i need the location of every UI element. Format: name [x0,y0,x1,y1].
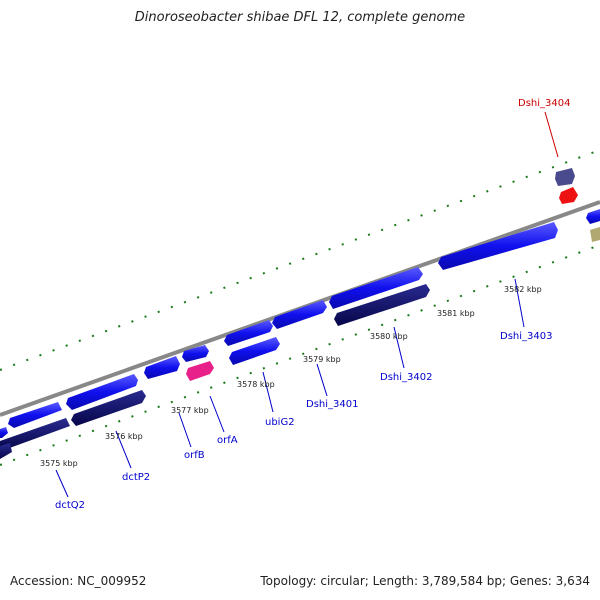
gene-forward[interactable] [66,374,138,410]
tick-label: 3581 kbp [437,309,475,318]
gene-reverse[interactable] [71,390,146,426]
gene-forward[interactable] [0,427,8,438]
outer-tick-ring [0,149,600,371]
tick-label: 3577 kbp [171,406,209,415]
gene-forward[interactable] [586,209,600,224]
gene-reverse[interactable] [0,418,70,450]
map-title: Dinoroseobacter shibae DFL 12, complete … [134,10,466,25]
gene-forward[interactable] [229,337,280,365]
gene-rna[interactable] [186,361,214,381]
tick-label: 3582 kbp [504,285,542,294]
tick-label: 3579 kbp [303,355,341,364]
gene-reverse[interactable] [334,284,430,326]
gene-labels: dctQ2 dctP2 orfB orfA ubiG2 Dshi_3401 Ds… [55,98,570,511]
tick-label: 3580 kbp [370,332,408,341]
forward-strand-genes [0,209,600,438]
tick-label: 3575 kbp [40,459,78,468]
gene-label-dshi-3401[interactable]: Dshi_3401 [306,399,358,410]
gene-forward[interactable] [329,267,423,309]
tick-label: 3578 kbp [237,380,275,389]
gene-forward[interactable] [438,222,558,270]
gene-forward[interactable] [224,320,273,346]
gene-label-dctp2[interactable]: dctP2 [122,472,150,483]
gene-highlight[interactable] [559,187,578,204]
tick-label: 3576 kbp [105,432,143,441]
gene-forward[interactable] [272,300,327,329]
gene-label-dshi-3403[interactable]: Dshi_3403 [500,331,552,342]
gene-label-orfa[interactable]: orfA [217,435,238,446]
coordinate-labels: 3575 kbp 3576 kbp 3577 kbp 3578 kbp 3579… [40,285,542,468]
gene-other[interactable] [555,168,575,186]
gene-label-dctq2[interactable]: dctQ2 [55,500,85,511]
genome-summary: Topology: circular; Length: 3,789,584 bp… [260,574,590,588]
gene-forward[interactable] [8,402,62,428]
inner-tick-ring [0,244,600,466]
label-leaders [55,111,559,498]
dshi-3404-genes [555,168,578,204]
gene-label-dshi-3402[interactable]: Dshi_3402 [380,372,432,383]
gene-forward[interactable] [182,345,209,362]
gene-reverse[interactable] [0,443,12,459]
gene-forward[interactable] [144,356,180,379]
reverse-strand-genes [0,227,600,459]
gene-label-orfb[interactable]: orfB [184,450,205,461]
accession-label: Accession: NC_009952 [10,574,147,588]
gene-unknown[interactable] [590,227,600,242]
gene-label-ubig2[interactable]: ubiG2 [265,417,295,428]
gene-label-dshi-3404[interactable]: Dshi_3404 [518,98,570,109]
